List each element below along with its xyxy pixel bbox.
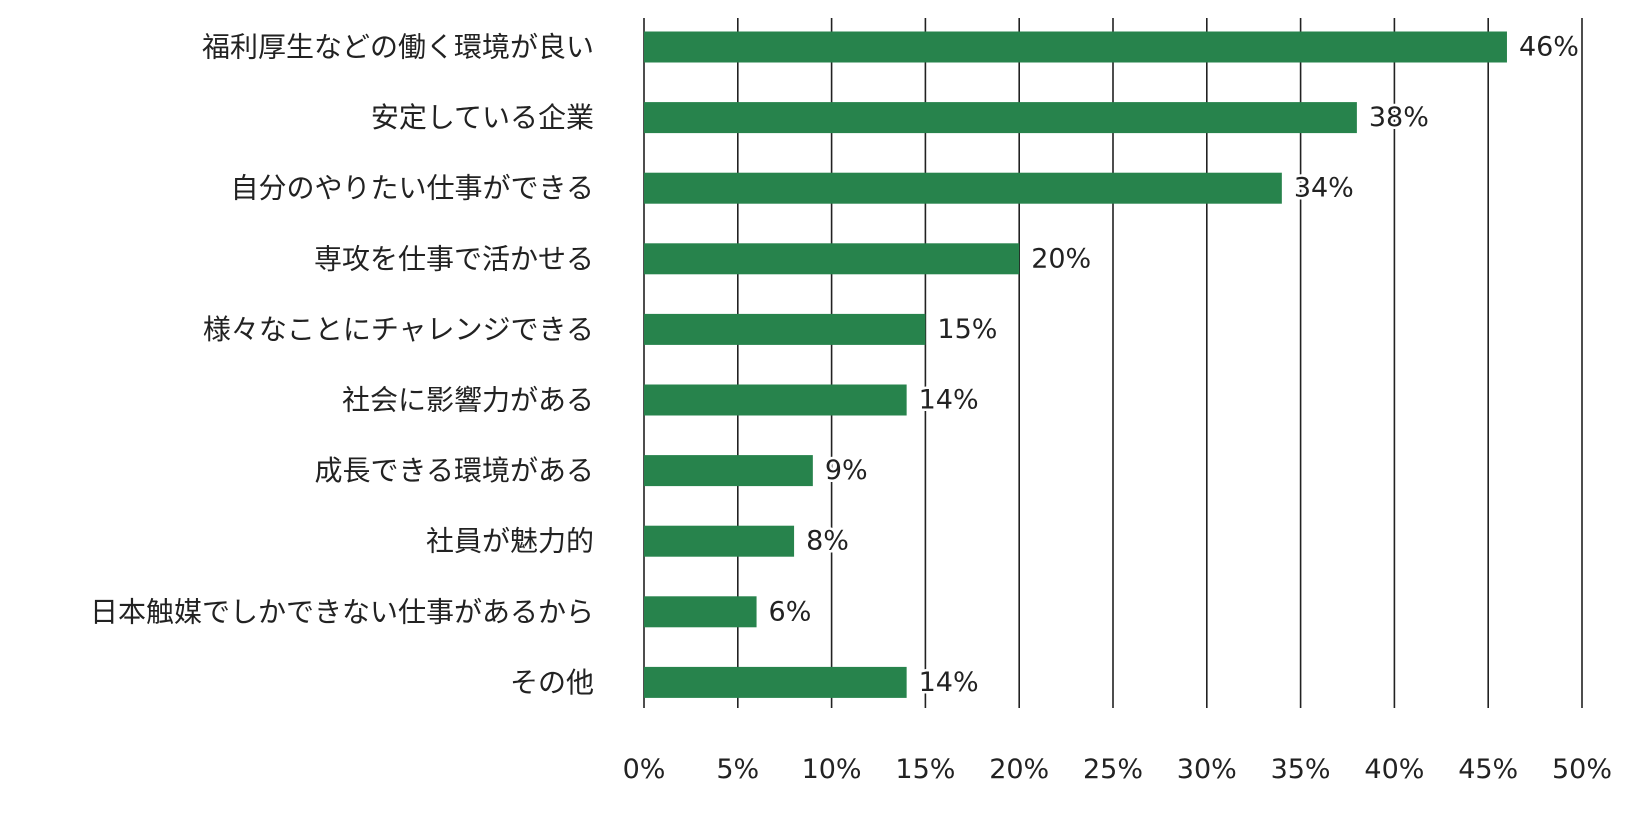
value-label: 46% (1519, 32, 1579, 63)
category-label: 専攻を仕事で活かせる (314, 242, 594, 275)
category-label: 成長できる環境がある (315, 454, 594, 487)
bar (644, 525, 795, 557)
x-tick-label: 35% (1271, 754, 1331, 785)
bar (644, 243, 1020, 275)
bar (644, 31, 1507, 63)
bar (644, 666, 907, 698)
x-tick-label: 30% (1177, 754, 1237, 785)
value-label: 15% (937, 314, 997, 345)
value-label: 14% (919, 385, 979, 416)
x-tick-label: 45% (1458, 754, 1518, 785)
value-label: 9% (825, 455, 868, 486)
x-tick-label: 5% (716, 754, 759, 785)
category-label: 様々なことにチャレンジできる (203, 313, 594, 346)
category-label: 社会に影響力がある (342, 384, 594, 417)
tick-layer: 0% 5% 10% 15% 20% 25% 30% 35% 40% 45% 50% (623, 754, 1612, 785)
bar (644, 455, 813, 487)
bar (644, 313, 926, 345)
bar (644, 172, 1282, 204)
bar (644, 102, 1357, 134)
category-label: 安定している企業 (371, 101, 594, 134)
value-label: 14% (919, 667, 979, 698)
value-label: 38% (1369, 102, 1429, 133)
value-label: 6% (769, 596, 812, 627)
x-tick-label: 50% (1552, 754, 1612, 785)
bar (644, 596, 757, 628)
category-label: 日本触媒でしかできない仕事があるから (90, 595, 594, 628)
bar-layer (644, 31, 1507, 698)
category-label: 社員が魅力的 (426, 525, 594, 558)
category-label: 自分のやりたい仕事ができる (231, 172, 594, 205)
category-label: 福利厚生などの働く環境が良い (202, 31, 594, 64)
category-label: その他 (510, 666, 594, 699)
value-label: 20% (1031, 243, 1091, 274)
x-tick-label: 10% (802, 754, 862, 785)
value-label: 8% (806, 526, 849, 557)
x-tick-label: 0% (623, 754, 666, 785)
x-tick-label: 20% (989, 754, 1049, 785)
x-tick-label: 25% (1083, 754, 1143, 785)
bar (644, 384, 907, 416)
x-tick-label: 15% (895, 754, 955, 785)
x-tick-label: 40% (1364, 754, 1424, 785)
value-label: 34% (1294, 173, 1354, 204)
label-layer: 福利厚生などの働く環境が良い 46% 安定している企業 38% 自分のやりたい仕事ができ… (90, 29, 1581, 700)
